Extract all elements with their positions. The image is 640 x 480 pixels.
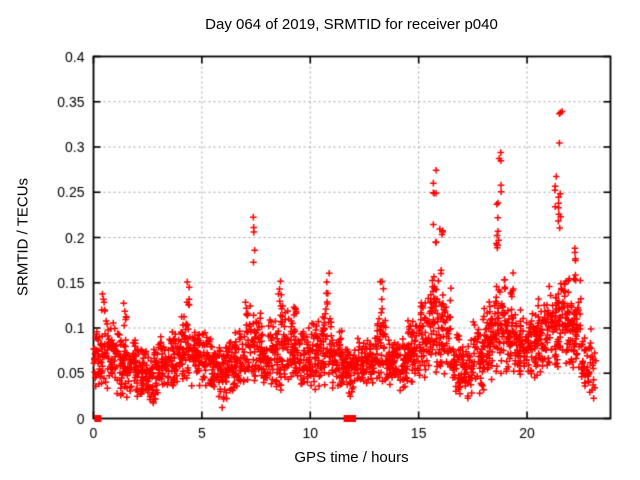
x-axis-title: GPS time / hours [294,449,409,466]
chart-title: Day 064 of 2019, SRMTID for receiver p04… [205,16,498,33]
y-axis-title: SRMTID / TECUs [14,177,32,297]
